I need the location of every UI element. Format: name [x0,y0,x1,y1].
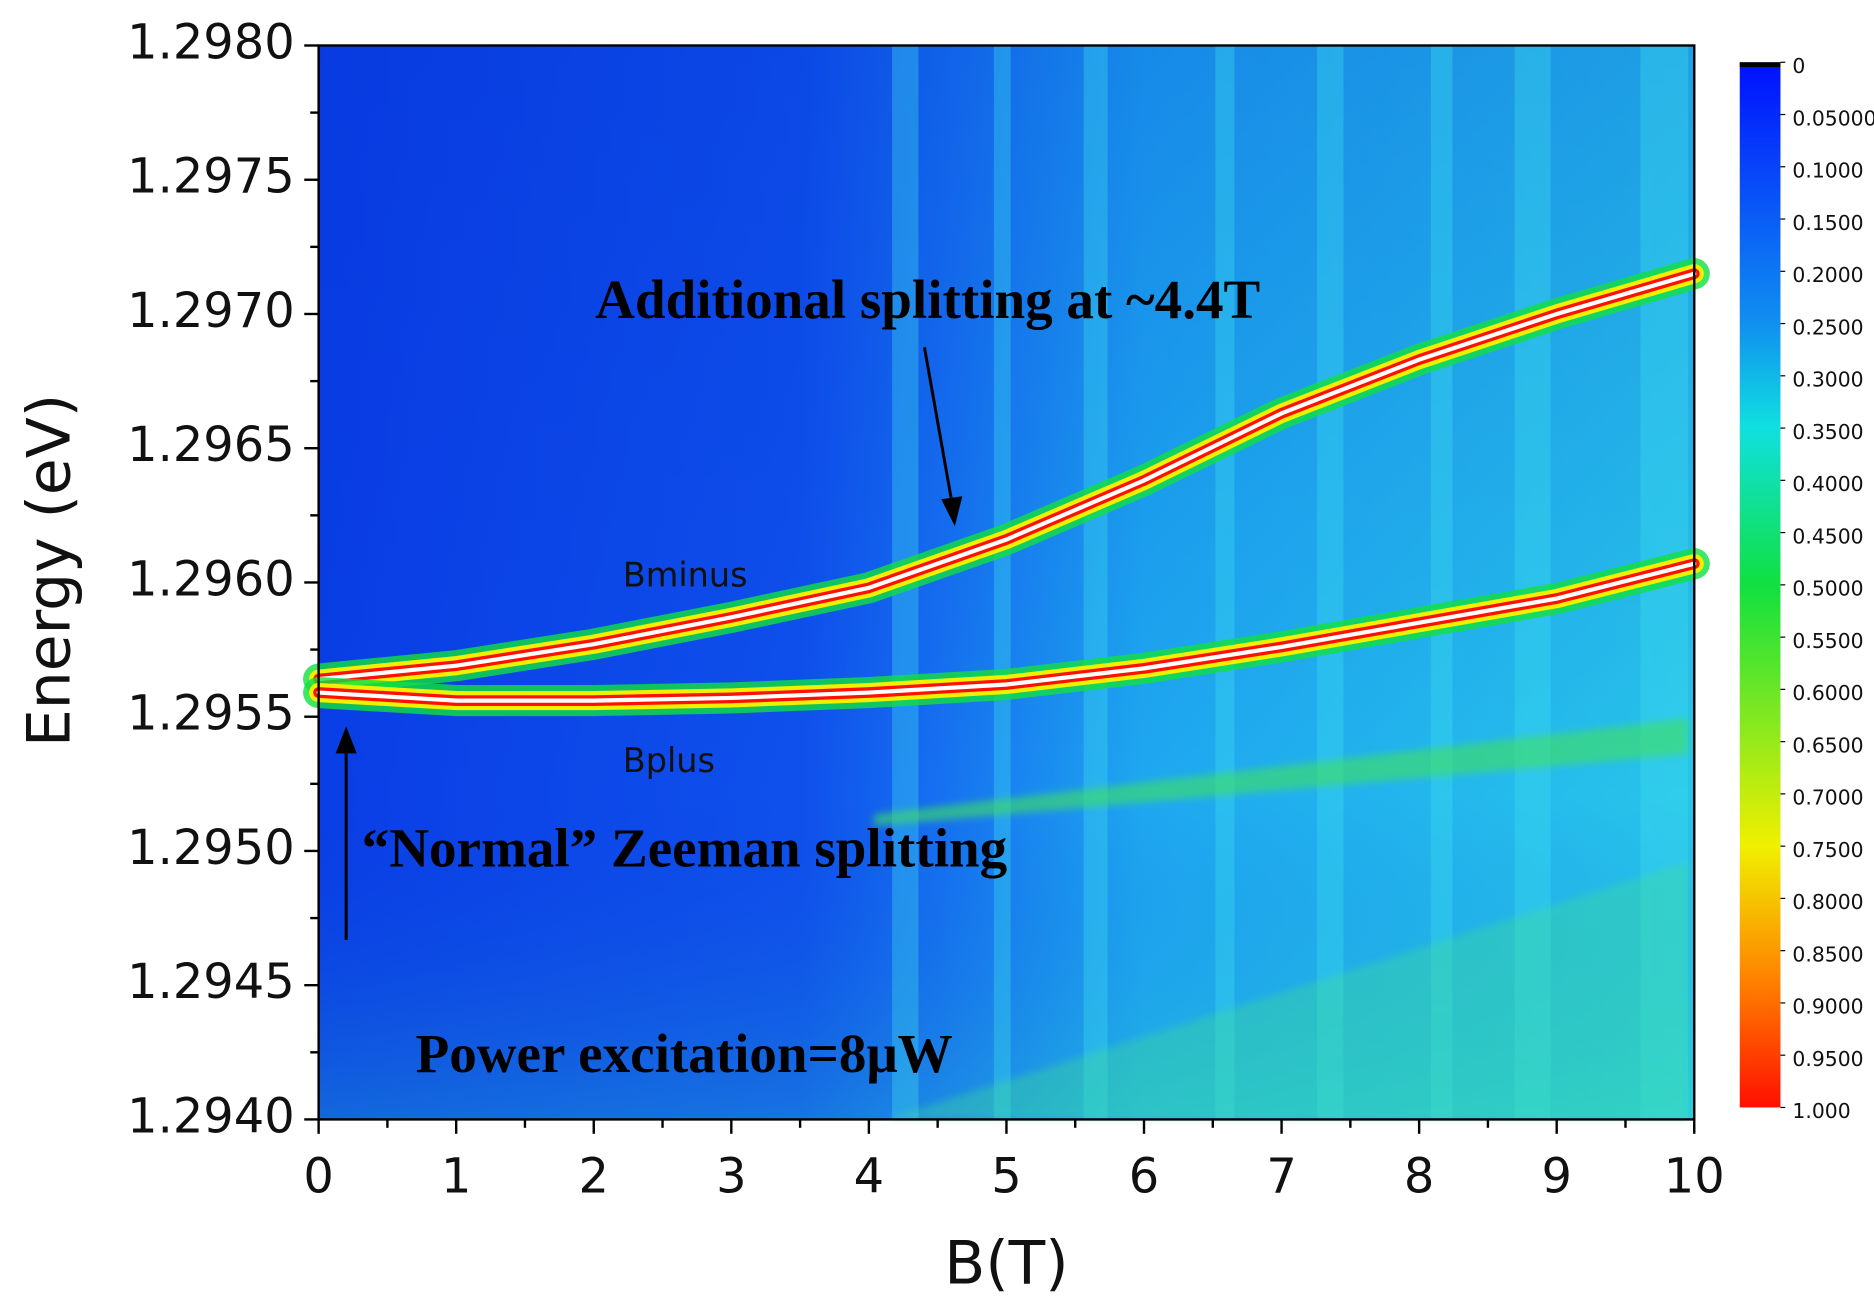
colorbar-label: 0.9000 [1792,995,1863,1019]
colorbar-label: 0.8500 [1792,942,1863,966]
annotation: Additional splitting at ~4.4T [595,269,1260,330]
annotation: “Normal” Zeeman splitting [362,817,1007,878]
x-tick-label: 2 [579,1149,609,1204]
y-tick-label: 1.2955 [127,687,295,742]
series-label: Bplus [623,741,715,780]
x-tick-label: 0 [303,1149,333,1204]
x-tick-label: 8 [1404,1149,1434,1204]
x-axis-label: B(T) [944,1228,1068,1298]
colorbar-label: 0.6000 [1792,681,1863,705]
colorbar [1739,62,1781,1108]
colorbar-label: 0.3500 [1792,420,1863,444]
colorbar-label: 0.4500 [1792,524,1863,548]
x-tick-label: 9 [1541,1149,1571,1204]
colorbar-label: 0.1000 [1792,159,1863,183]
y-tick-label: 1.2960 [127,552,295,607]
colorbar-label: 0.2000 [1792,263,1863,287]
y-tick-label: 1.2980 [127,15,295,70]
series-label: Bminus [623,556,748,595]
x-tick-label: 7 [1266,1149,1296,1204]
colorbar-label: 0.7500 [1792,838,1863,862]
arrows [335,346,963,940]
colorbar-label: 0.3000 [1792,368,1863,392]
colorbar-label: 0.7000 [1792,786,1863,810]
x-tick-label: 6 [1129,1149,1159,1204]
colorbar-label: 0.9500 [1792,1047,1863,1071]
colorbar-label: 0.2500 [1792,315,1863,339]
colorbar-top [1739,62,1781,68]
colorbar-label: 1.000 [1792,1099,1850,1123]
x-tick-label: 5 [991,1149,1021,1204]
plot-area [303,258,1710,717]
colorbar-label: 0.5000 [1792,577,1863,601]
y-tick-label: 1.2950 [127,821,295,876]
colorbar-label: 0.6500 [1792,733,1863,757]
y-axis-label: Energy (eV) [14,394,84,747]
colorbar-label: 0.05000 [1792,106,1874,130]
colorbar-label: 0.1500 [1792,211,1863,235]
heatmap-background [318,45,1695,1120]
colorbar-label: 0.8000 [1792,890,1863,914]
y-tick-label: 1.2945 [127,955,295,1010]
colorbar-label: 0.5500 [1792,629,1863,653]
colorbar-label: 0.4000 [1792,472,1863,496]
y-tick-label: 1.2970 [127,284,295,339]
x-tick-label: 10 [1664,1149,1725,1204]
ridge [316,271,1697,682]
y-tick-label: 1.2940 [127,1089,295,1144]
colorbar-label: 0 [1792,54,1805,78]
x-tick-label: 3 [716,1149,746,1204]
annotation: Power excitation=8μW [416,1023,953,1084]
x-tick-label: 4 [854,1149,884,1204]
y-tick-label: 1.2975 [127,150,295,205]
x-tick-label: 1 [441,1149,471,1204]
ridge [316,561,1697,703]
y-tick-label: 1.2965 [127,418,295,473]
